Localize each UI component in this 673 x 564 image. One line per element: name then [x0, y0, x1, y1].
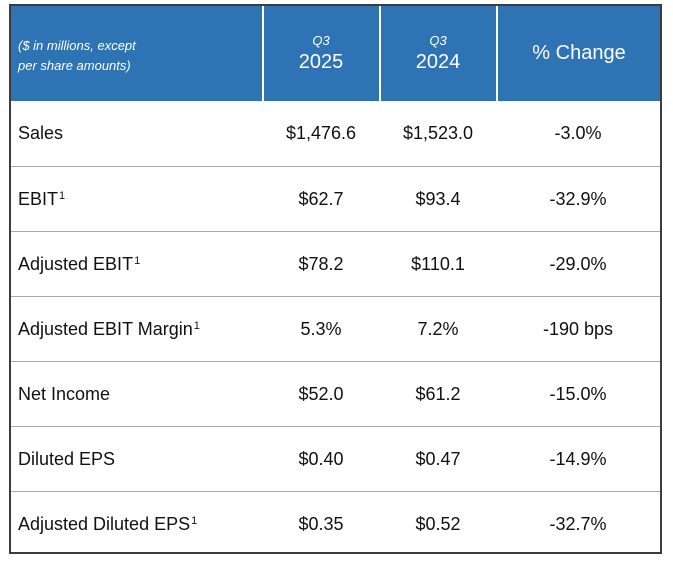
table-row: Diluted EPS $0.40 $0.47 -14.9% [11, 426, 660, 491]
financial-results-table: ($ in millions, except per share amounts… [9, 4, 662, 554]
row-label: EBIT1 [18, 167, 65, 231]
table-row: Adjusted EBIT1 $78.2 $110.1 -29.0% [11, 231, 660, 296]
value-q3-2025: $62.7 [298, 189, 344, 209]
value-q3-2024: $110.1 [411, 254, 465, 274]
table-row: Net Income $52.0 $61.2 -15.0% [11, 361, 660, 426]
row-label-text: Adjusted EBIT Margin [18, 319, 193, 339]
units-note: ($ in millions, except per share amounts… [11, 6, 264, 101]
table-row: Sales $1,476.6 $1,523.0 -3.0% [11, 101, 660, 166]
column-header-q3-2024: Q3 2024 [381, 6, 495, 101]
column-quarter-label: Q3 [312, 33, 330, 48]
value-q3-2025: $78.2 [298, 254, 344, 274]
row-label: Sales [18, 101, 63, 165]
value-percent-change: -3.0% [554, 123, 602, 143]
table-row: Adjusted EBIT Margin1 5.3% 7.2% -190 bps [11, 296, 660, 361]
row-label: Adjusted EBIT1 [18, 232, 140, 296]
footnote-marker: 1 [134, 255, 141, 267]
footnote-marker: 1 [193, 320, 200, 332]
footnote-marker: 1 [191, 515, 198, 527]
column-quarter-label: Q3 [429, 33, 447, 48]
value-percent-change: -29.0% [549, 254, 607, 274]
table-header: ($ in millions, except per share amounts… [11, 6, 660, 101]
value-q3-2024: 7.2% [417, 319, 459, 339]
column-header-q3-2025: Q3 2025 [264, 6, 378, 101]
value-q3-2024: $93.4 [415, 189, 461, 209]
value-q3-2024: $61.2 [415, 384, 461, 404]
value-q3-2024: $0.47 [415, 449, 461, 469]
units-note-line1: ($ in millions, except [18, 38, 136, 53]
row-label-text: Net Income [18, 384, 111, 404]
value-percent-change: -32.9% [549, 189, 607, 209]
row-label-text: Adjusted Diluted EPS [18, 514, 191, 534]
header-divider [262, 6, 264, 101]
header-divider [496, 6, 498, 101]
value-q3-2025: $1,476.6 [285, 123, 357, 143]
value-q3-2025: $0.40 [298, 449, 344, 469]
value-q3-2025: $0.35 [298, 514, 344, 534]
footnote-marker: 1 [59, 190, 66, 202]
row-label: Adjusted EBIT Margin1 [18, 297, 200, 361]
table-row: EBIT1 $62.7 $93.4 -32.9% [11, 166, 660, 231]
value-percent-change: -15.0% [549, 384, 607, 404]
row-label: Net Income [18, 362, 110, 426]
row-label: Adjusted Diluted EPS1 [18, 492, 197, 556]
column-year-label: 2025 [298, 51, 344, 73]
header-divider [379, 6, 381, 101]
value-percent-change: -190 bps [542, 319, 614, 339]
row-label-text: Adjusted EBIT [18, 254, 134, 274]
value-q3-2024: $0.52 [415, 514, 461, 534]
value-q3-2025: $52.0 [298, 384, 344, 404]
row-label: Diluted EPS [18, 427, 115, 491]
value-q3-2025: 5.3% [300, 319, 342, 339]
column-header-percent-change: % Change [532, 42, 626, 64]
value-percent-change: -32.7% [549, 514, 607, 534]
table-row: Adjusted Diluted EPS1 $0.35 $0.52 -32.7% [11, 491, 660, 556]
value-q3-2024: $1,523.0 [402, 123, 474, 143]
row-label-text: Sales [18, 123, 64, 143]
units-note-line2: per share amounts) [18, 58, 131, 73]
row-label-text: EBIT [18, 189, 59, 209]
value-percent-change: -14.9% [549, 449, 607, 469]
row-label-text: Diluted EPS [18, 449, 116, 469]
column-year-label: 2024 [415, 51, 461, 73]
